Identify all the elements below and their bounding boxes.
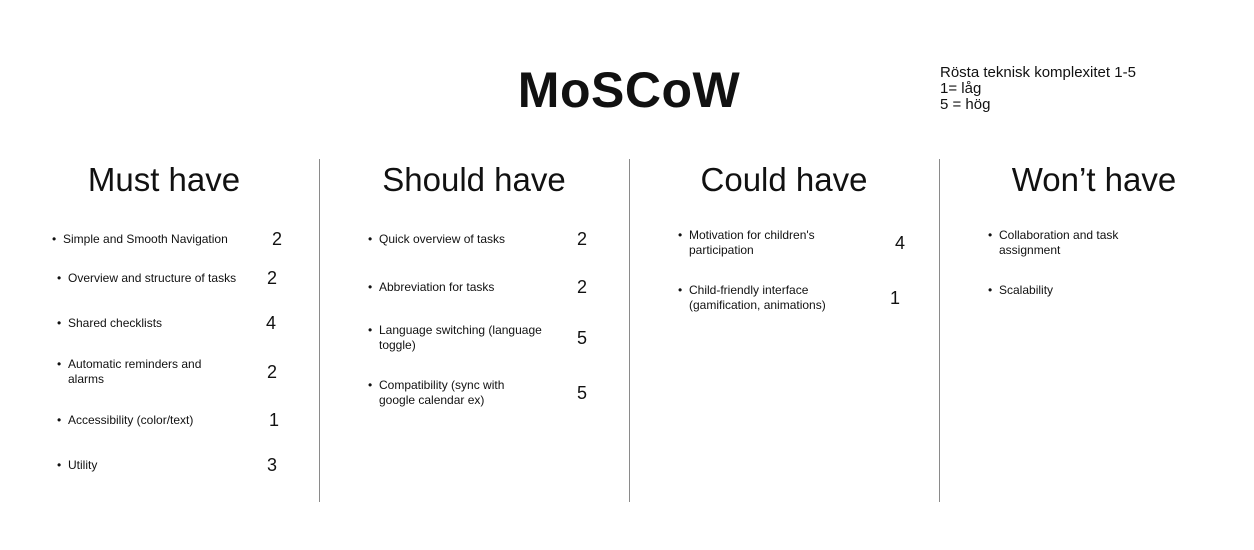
complexity-score: 4 [266, 313, 277, 333]
item-text: Accessibility (color/text) [68, 413, 194, 427]
item-text: Scalability [999, 283, 1054, 297]
item-text: Motivation for children's participation [689, 228, 815, 257]
column-heading-could-have: Could have [700, 161, 868, 198]
item-text: Automatic reminders and alarms [68, 357, 202, 386]
voting-note-line: 5 = hög [940, 96, 991, 113]
column-divider [319, 159, 320, 502]
complexity-score: 2 [272, 229, 283, 249]
complexity-score: 2 [267, 268, 278, 288]
complexity-score: 4 [895, 233, 906, 253]
bullet-icon: • [678, 228, 683, 242]
complexity-score: 2 [267, 362, 278, 382]
complexity-score: 1 [890, 288, 901, 308]
column-divider [629, 159, 630, 502]
bullet-icon: • [678, 283, 683, 297]
bullet-icon: • [368, 323, 373, 337]
item-text: Quick overview of tasks [379, 232, 506, 246]
voting-note: Rösta teknisk komplexitet 1-5 1= låg 5 =… [940, 65, 1136, 113]
bullet-icon: • [52, 232, 57, 246]
bullet-icon: • [368, 232, 373, 246]
column-heading-should-have: Should have [382, 161, 566, 198]
complexity-score: 2 [577, 229, 588, 249]
bullet-icon: • [57, 357, 62, 371]
bullet-icon: • [57, 458, 62, 472]
board-title: MoSCoW [517, 62, 741, 118]
item-text: Shared checklists [68, 316, 163, 330]
bullet-icon: • [988, 228, 993, 242]
complexity-score: 5 [577, 383, 588, 403]
complexity-score: 5 [577, 328, 588, 348]
column-divider [939, 159, 940, 502]
voting-note-line: Rösta teknisk komplexitet 1-5 [940, 64, 1136, 81]
bullet-icon: • [368, 280, 373, 294]
item-text: Child-friendly interface (gamification, … [689, 283, 826, 312]
bullet-icon: • [57, 316, 62, 330]
column-heading-wont-have: Won’t have [1011, 161, 1177, 198]
item-text: Simple and Smooth Navigation [63, 232, 228, 246]
item-text: Collaboration and task assignment [999, 228, 1119, 257]
complexity-score: 2 [577, 277, 588, 297]
complexity-score: 1 [269, 410, 280, 430]
complexity-score: 3 [267, 455, 278, 475]
bullet-icon: • [988, 283, 993, 297]
column-heading-must-have: Must have [87, 161, 241, 198]
item-text: Compatibility (sync with google calendar… [379, 378, 505, 407]
bullet-icon: • [57, 271, 62, 285]
bullet-icon: • [57, 413, 62, 427]
item-text: Abbreviation for tasks [379, 280, 495, 294]
voting-note-line: 1= låg [940, 80, 982, 97]
bullet-icon: • [368, 378, 373, 392]
item-text: Overview and structure of tasks [68, 271, 237, 285]
item-text: Language switching (language toggle) [379, 323, 542, 352]
item-text: Utility [68, 458, 98, 472]
